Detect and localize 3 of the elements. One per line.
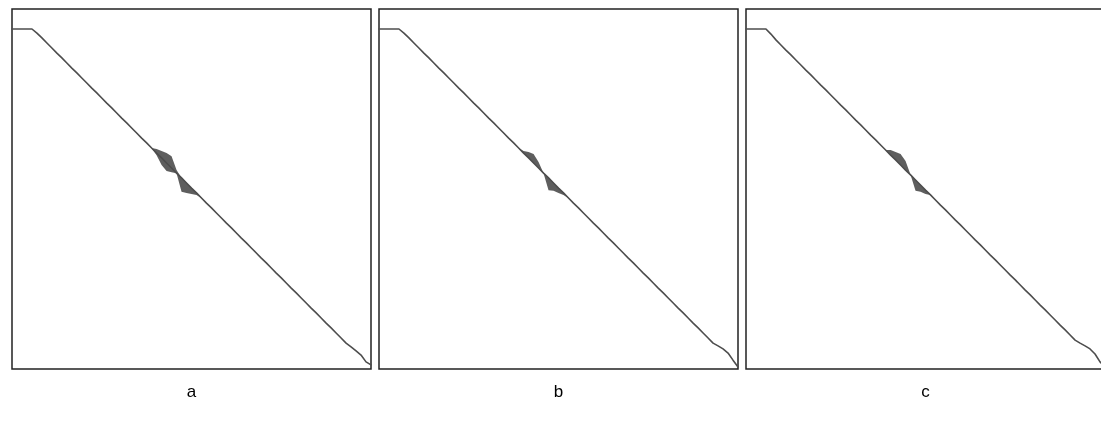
- text: c: [921, 382, 931, 401]
- text: a: [186, 382, 197, 401]
- text: b: [553, 382, 564, 401]
